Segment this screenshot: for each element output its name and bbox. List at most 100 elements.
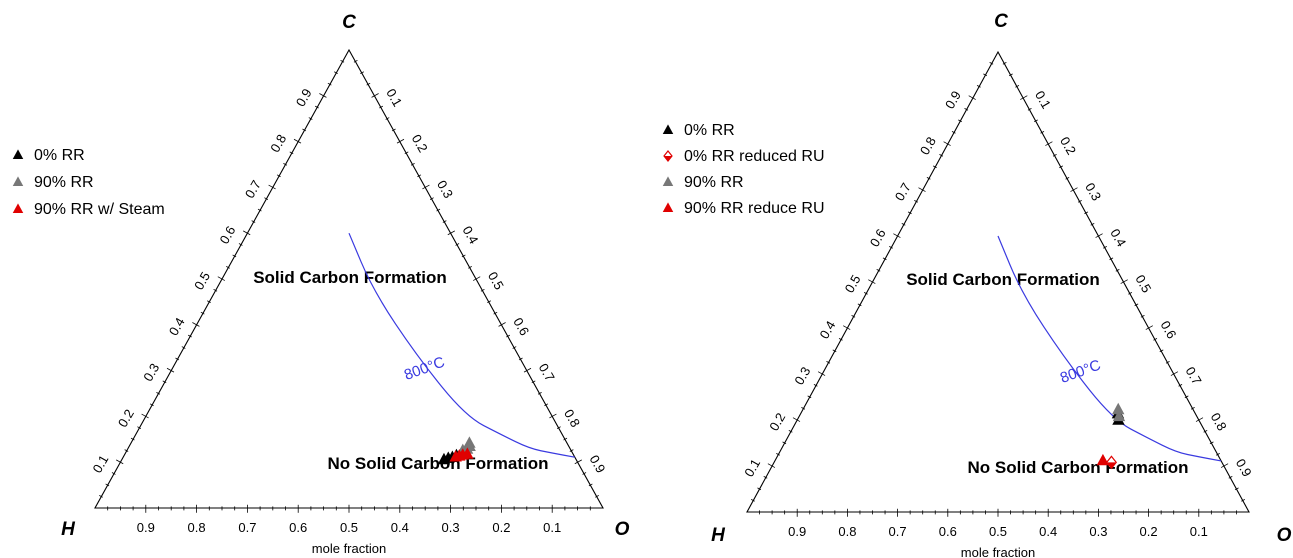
tick-mark	[175, 357, 180, 361]
legend-marker	[662, 176, 674, 187]
tick-label-right: 0.4	[459, 223, 481, 246]
tick-label-bottom: 0.3	[442, 520, 460, 535]
tick-mark	[207, 300, 211, 304]
data-points	[437, 436, 476, 465]
tick-mark	[1077, 199, 1082, 203]
tick-label-bottom: 0.9	[788, 524, 806, 539]
tick-mark	[1020, 95, 1028, 100]
tick-mark	[473, 276, 481, 281]
tick-mark	[461, 254, 466, 258]
tick-mark	[1203, 429, 1208, 433]
tick-mark	[506, 334, 511, 338]
tick-label-left: 0.5	[842, 272, 864, 295]
vertex-label-left: H	[61, 519, 76, 540]
tick-label-bottom: 0.3	[1089, 524, 1107, 539]
tick-mark	[417, 174, 422, 178]
tick-mark	[268, 184, 276, 190]
tick-mark	[1015, 84, 1020, 88]
tick-mark	[813, 383, 818, 387]
tick-mark	[1128, 291, 1133, 295]
tick-mark	[1040, 130, 1045, 134]
tick-marks	[99, 59, 599, 513]
tick-mark	[757, 487, 762, 491]
tick-mark	[1145, 325, 1153, 330]
boundary-curve	[997, 235, 1222, 462]
vertex-label-top: C	[342, 12, 356, 33]
tick-mark	[838, 337, 843, 341]
tick-mark	[792, 417, 801, 422]
tick-mark	[782, 441, 787, 445]
tick-mark	[801, 406, 806, 410]
data-point	[1096, 453, 1110, 466]
tick-label-right: 0.5	[485, 269, 507, 292]
tick-label-left: 0.6	[216, 223, 238, 246]
tick-mark	[1241, 498, 1246, 502]
ternary-panel-2: 0.1 0.1 0.1 0.2 0.2 0.2 0.3 0.3 0.3 0.4 0.4 0.4 0.5 0…	[662, 11, 1292, 558]
tick-label-left: 0.7	[242, 178, 264, 201]
tick-mark	[1178, 383, 1183, 387]
tick-mark	[763, 475, 768, 479]
tick-mark	[1045, 141, 1053, 146]
tick-mark	[968, 95, 976, 100]
tick-label-right: 0.7	[1183, 364, 1205, 387]
tick-mark	[251, 220, 256, 223]
tick-mark	[334, 71, 338, 75]
tick-mark	[468, 266, 472, 269]
tick-mark	[1228, 475, 1233, 479]
tick-mark	[366, 82, 371, 86]
tick-label-bottom: 0.5	[989, 524, 1007, 539]
boundary-curve	[348, 232, 575, 458]
legend: 0% RR 90% RR 90% RR w/ Steam	[12, 147, 165, 218]
tick-mark	[882, 257, 887, 261]
tick-label-right: 0.2	[409, 132, 431, 155]
tick-mark	[556, 426, 561, 429]
tick-mark	[200, 311, 205, 315]
tick-mark	[1209, 441, 1214, 445]
tick-mark	[1170, 371, 1179, 376]
tick-label-bottom: 0.8	[838, 524, 856, 539]
tick-mark	[302, 128, 307, 132]
tick-label-right: 0.6	[1157, 318, 1179, 341]
tick-mark	[187, 334, 192, 338]
tick-label-right: 0.9	[1233, 456, 1255, 479]
tick-mark	[410, 162, 415, 166]
tick-mark	[889, 245, 893, 249]
tick-mark	[137, 426, 142, 429]
tick-label-left: 0.3	[791, 364, 813, 387]
legend-marker	[12, 176, 24, 187]
tick-mark	[283, 162, 288, 166]
tick-mark	[276, 174, 281, 178]
tick-label-right: 0.4	[1107, 226, 1129, 249]
tick-label-right: 0.8	[561, 407, 583, 430]
tick-mark	[1090, 222, 1095, 226]
tick-label-bottom: 0.2	[1140, 524, 1158, 539]
tick-mark	[1084, 211, 1089, 215]
tick-mark	[404, 151, 409, 155]
legend-marker	[662, 124, 674, 135]
tick-mark	[498, 322, 506, 327]
tick-mark	[939, 153, 944, 157]
tick-label-left: 0.2	[115, 407, 137, 430]
legend-label: 90% RR reduce RU	[684, 200, 825, 217]
tick-mark	[1234, 487, 1239, 491]
tick-mark	[1070, 187, 1078, 192]
region-label-lower: No Solid Carbon Formation	[328, 454, 549, 473]
tick-mark	[595, 495, 599, 498]
tick-label-bottom: 0.8	[188, 520, 206, 535]
legend-marker	[12, 149, 24, 160]
tick-label-left: 0.6	[867, 226, 889, 249]
tick-mark	[442, 220, 447, 223]
tick-mark	[1034, 119, 1038, 123]
tick-mark	[569, 449, 574, 452]
tick-mark	[1002, 61, 1007, 65]
vertex-label-left: H	[711, 525, 726, 546]
legend-marker	[12, 203, 24, 214]
tick-mark	[391, 128, 396, 132]
tick-mark	[264, 197, 269, 200]
legend-label: 90% RR	[684, 174, 744, 191]
tick-mark	[943, 141, 951, 146]
region-label-lower: No Solid Carbon Formation	[968, 458, 1189, 477]
tick-mark	[217, 276, 225, 281]
tick-mark	[537, 391, 542, 395]
tick-label-right: 0.1	[1032, 88, 1054, 111]
